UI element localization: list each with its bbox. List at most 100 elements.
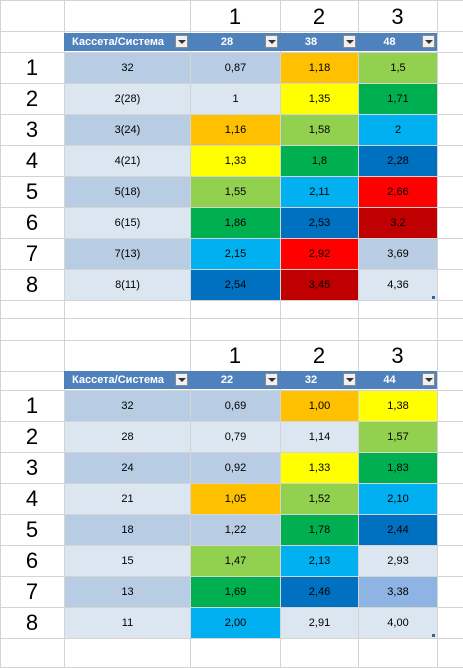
table-cell[interactable]: 1,5 [359,53,437,83]
header-label: Кассета/Система [72,36,165,48]
table-cell[interactable]: 1,16 [191,115,280,145]
table-cell[interactable]: 2,10 [359,484,437,514]
table-cell[interactable]: 2,66 [359,177,437,207]
table-cell[interactable]: 24 [65,453,190,483]
filter-dropdown-icon[interactable] [343,35,356,48]
table-cell[interactable]: 1,22 [191,515,280,545]
table-cell[interactable]: 4,00 [359,608,437,638]
filter-dropdown-icon[interactable] [422,373,435,386]
table-cell[interactable]: 3,38 [359,577,437,607]
gridline-horizontal [0,390,463,391]
table-cell[interactable]: 1,33 [191,146,280,176]
gridline-horizontal [0,114,463,115]
table-cell[interactable]: 2,11 [281,177,358,207]
table-cell[interactable]: 2,53 [281,208,358,238]
gridline-horizontal [0,545,463,546]
table-cell[interactable]: 1,58 [281,115,358,145]
filter-dropdown-icon[interactable] [265,373,278,386]
table-cell[interactable]: 2,93 [359,546,437,576]
table-cell[interactable]: 2,54 [191,270,280,300]
row-number: 8 [25,610,39,635]
table-cell[interactable]: 3,45 [281,270,358,300]
table-cell[interactable]: 0,87 [191,53,280,83]
table-cell[interactable]: 4,36 [359,270,437,300]
gridline-horizontal [0,318,463,319]
table-cell[interactable]: 13 [65,577,190,607]
table-cell[interactable]: 1,83 [359,453,437,483]
table-cell[interactable]: 32 [65,391,190,421]
table-cell[interactable]: 1 [191,84,280,114]
filter-dropdown-icon[interactable] [175,35,188,48]
table-cell[interactable]: 2,91 [281,608,358,638]
table-cell[interactable]: 0,69 [191,391,280,421]
table-cell[interactable]: 1,71 [359,84,437,114]
table-resize-handle[interactable] [432,296,435,299]
row-number: 5 [25,517,39,542]
table-cell[interactable]: 1,8 [281,146,358,176]
table-cell[interactable]: 1,69 [191,577,280,607]
table-cell[interactable]: 7(13) [65,239,190,269]
header-column: 28 [190,33,280,51]
table-cell[interactable]: 2,28 [359,146,437,176]
table-cell[interactable]: 0,92 [191,453,280,483]
table-cell[interactable]: 8(11) [65,270,190,300]
gridline-horizontal [0,145,463,146]
table-cell[interactable]: 11 [65,608,190,638]
table-cell[interactable]: 1,86 [191,208,280,238]
gridline-horizontal [0,83,463,84]
table-cell[interactable]: 1,14 [281,422,358,452]
header-label: 22 [220,374,234,386]
table-cell[interactable]: 5(18) [65,177,190,207]
table-cell[interactable]: 1,33 [281,453,358,483]
table-cell[interactable]: 3(24) [65,115,190,145]
column-number: 2 [312,343,326,368]
table-cell[interactable]: 1,18 [281,53,358,83]
header-column: 44 [358,371,437,389]
table-cell[interactable]: 32 [65,53,190,83]
table-cell[interactable]: 1,05 [191,484,280,514]
filter-dropdown-icon[interactable] [175,373,188,386]
table-cell[interactable]: 0,79 [191,422,280,452]
gridline-vertical [190,0,191,667]
gridline-horizontal [0,421,463,422]
table-cell[interactable]: 2(28) [65,84,190,114]
filter-dropdown-icon[interactable] [343,373,356,386]
table-cell[interactable]: 18 [65,515,190,545]
table-cell[interactable]: 2,44 [359,515,437,545]
table-cell[interactable]: 2 [359,115,437,145]
row-number: 2 [25,86,39,111]
table-resize-handle[interactable] [432,634,435,637]
gridline-horizontal [0,452,463,453]
table-cell[interactable]: 1,00 [281,391,358,421]
header-label: 48 [383,36,396,48]
table-cell[interactable]: 1,55 [191,177,280,207]
table-cell[interactable]: 2,92 [281,239,358,269]
header-label: 32 [304,374,318,386]
table-cell[interactable]: 3,2 [359,208,437,238]
gridline-vertical [280,0,281,667]
table-cell[interactable]: 21 [65,484,190,514]
row-number: 7 [25,241,39,266]
table-cell[interactable]: 2,15 [191,239,280,269]
table-cell[interactable]: 1,52 [281,484,358,514]
table-cell[interactable]: 15 [65,546,190,576]
table-cell[interactable]: 1,47 [191,546,280,576]
table-cell[interactable]: 1,57 [359,422,437,452]
table-cell[interactable]: 1,35 [281,84,358,114]
table-cell[interactable]: 2,46 [281,577,358,607]
table-cell[interactable]: 28 [65,422,190,452]
filter-dropdown-icon[interactable] [422,35,435,48]
row-number: 1 [25,55,39,80]
table-cell[interactable]: 6(15) [65,208,190,238]
gridline-horizontal [0,514,463,515]
table-cell[interactable]: 1,78 [281,515,358,545]
table-cell[interactable]: 2,00 [191,608,280,638]
row-number: 2 [25,424,39,449]
gridline-horizontal [0,269,463,270]
gridline-horizontal [0,52,463,53]
table-cell[interactable]: 1,38 [359,391,437,421]
table-cell[interactable]: 3,69 [359,239,437,269]
table-cell[interactable]: 4(21) [65,146,190,176]
table-cell[interactable]: 2,13 [281,546,358,576]
filter-dropdown-icon[interactable] [265,35,278,48]
